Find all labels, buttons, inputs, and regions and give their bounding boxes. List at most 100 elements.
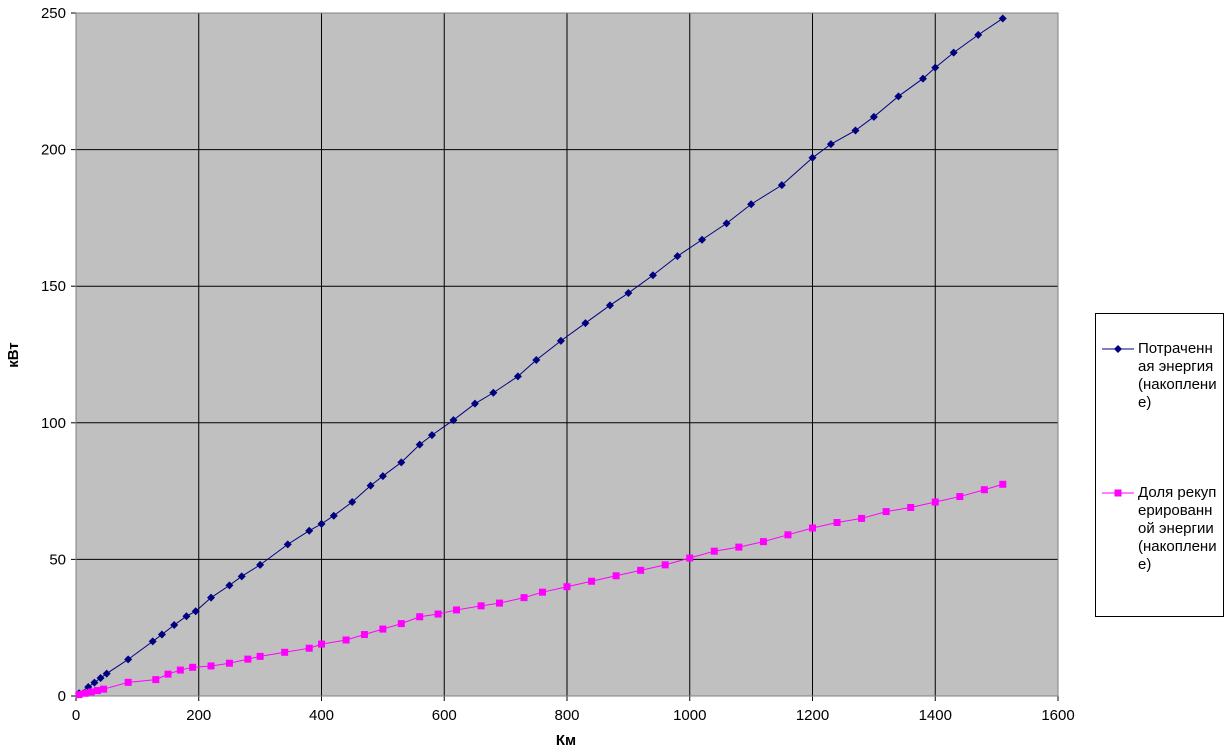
marker (189, 663, 197, 671)
y-axis-title: кВт (5, 342, 22, 368)
marker (397, 458, 406, 467)
x-tick-label: 1400 (919, 707, 952, 724)
marker (305, 644, 313, 652)
legend-marker (1102, 489, 1134, 497)
marker (191, 607, 200, 616)
marker (256, 560, 265, 569)
marker (281, 648, 289, 656)
marker (980, 486, 988, 494)
legend-marker (1102, 345, 1134, 353)
y-tick-label: 100 (41, 415, 66, 432)
legend: Потраченная энергия (накопление) Доля рек… (1095, 313, 1224, 617)
marker (612, 572, 620, 580)
marker (851, 126, 860, 135)
y-tick-label: 0 (58, 688, 66, 705)
marker (882, 508, 890, 516)
legend-label: Доля рекуперированной энергии (накоплени… (1138, 484, 1217, 573)
y-tick-label: 250 (41, 5, 66, 22)
marker (722, 219, 731, 228)
marker (152, 676, 160, 684)
marker (100, 685, 108, 693)
x-tick-label: 1200 (796, 707, 829, 724)
marker (157, 630, 166, 639)
marker (427, 431, 436, 440)
marker (538, 588, 546, 596)
marker (1114, 345, 1122, 353)
marker (170, 620, 179, 629)
marker (348, 498, 357, 507)
marker (305, 526, 314, 535)
marker (563, 583, 571, 591)
marker (489, 388, 498, 397)
marker (397, 620, 405, 628)
plot-border (75, 12, 1059, 697)
marker (102, 669, 111, 678)
marker (1114, 489, 1122, 497)
marker (735, 543, 743, 551)
marker (532, 355, 541, 364)
marker (124, 655, 133, 664)
marker (581, 319, 590, 328)
marker (974, 30, 983, 39)
marker (477, 602, 485, 610)
x-tick-label: 1600 (1041, 707, 1074, 724)
marker (96, 673, 105, 682)
marker (90, 678, 99, 687)
marker (416, 613, 424, 621)
marker (470, 399, 479, 408)
marker (826, 140, 835, 149)
marker (556, 336, 565, 345)
marker (256, 652, 264, 660)
marker (999, 480, 1007, 488)
marker (329, 511, 338, 520)
marker (833, 519, 841, 527)
marker (686, 554, 694, 562)
marker (75, 691, 83, 699)
marker (378, 472, 387, 481)
marker (87, 688, 95, 696)
marker (588, 577, 596, 585)
marker (453, 606, 461, 614)
marker (759, 538, 767, 546)
marker (648, 271, 657, 280)
marker (907, 503, 915, 511)
marker (495, 599, 503, 607)
marker (81, 689, 89, 697)
marker (93, 687, 101, 695)
x-tick-label: 200 (186, 707, 211, 724)
marker (673, 252, 682, 261)
marker (998, 14, 1007, 23)
marker (918, 74, 927, 83)
marker (956, 493, 964, 501)
y-tick-label: 50 (49, 551, 66, 568)
x-tick-label: 1000 (673, 707, 706, 724)
marker (342, 636, 350, 644)
x-tick-label: 400 (309, 707, 334, 724)
marker (225, 581, 234, 590)
marker (698, 235, 707, 244)
marker (661, 561, 669, 569)
marker (808, 153, 817, 162)
y-tick-label: 150 (41, 278, 66, 295)
marker (894, 92, 903, 101)
marker (784, 531, 792, 539)
x-tick-label: 800 (554, 707, 579, 724)
marker (182, 612, 191, 621)
marker (176, 666, 184, 674)
marker (244, 655, 252, 663)
marker (207, 593, 216, 602)
marker (869, 112, 878, 121)
marker (225, 659, 233, 667)
marker (415, 440, 424, 449)
x-tick-label: 0 (72, 707, 80, 724)
marker (624, 289, 633, 298)
marker (931, 498, 939, 506)
marker (747, 200, 756, 209)
x-axis-title: Км (556, 732, 576, 749)
legend-label: Потраченная энергия (накопление) (1138, 340, 1217, 411)
marker (777, 181, 786, 190)
marker (164, 670, 172, 678)
marker (949, 48, 958, 57)
